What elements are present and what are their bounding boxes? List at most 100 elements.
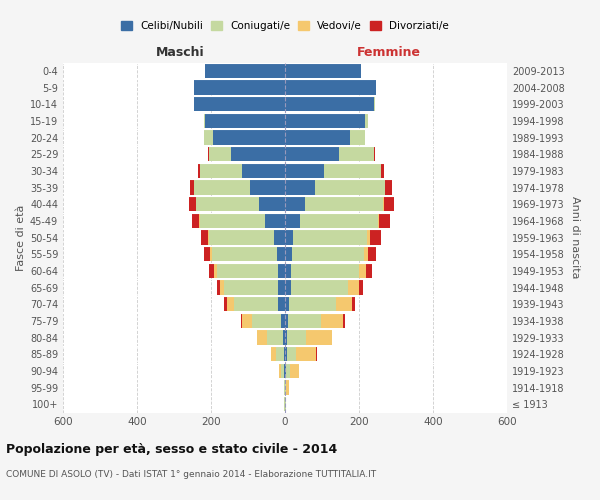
Bar	[314, 180, 385, 194]
Bar	[200, 230, 208, 244]
Bar	[379, 214, 391, 228]
Bar	[285, 230, 293, 244]
Bar	[290, 364, 299, 378]
Bar	[190, 180, 194, 194]
Bar	[224, 280, 278, 294]
Bar	[281, 314, 285, 328]
Bar	[194, 180, 250, 194]
Bar	[365, 114, 368, 128]
Bar	[364, 247, 368, 261]
Bar	[359, 264, 365, 278]
Bar	[203, 247, 210, 261]
Text: COMUNE DI ASOLO (TV) - Dati ISTAT 1° gennaio 2014 - Elaborazione TUTTITALIA.IT: COMUNE DI ASOLO (TV) - Dati ISTAT 1° gen…	[6, 470, 376, 479]
Bar	[287, 347, 296, 361]
Legend: Celibi/Nubili, Coniugati/e, Vedovi/e, Divorziati/e: Celibi/Nubili, Coniugati/e, Vedovi/e, Di…	[117, 17, 453, 36]
Bar	[208, 147, 209, 161]
Bar	[288, 314, 321, 328]
Bar	[306, 330, 332, 344]
Bar	[271, 347, 277, 361]
Bar	[285, 147, 338, 161]
Bar	[286, 364, 290, 378]
Bar	[367, 230, 370, 244]
Bar	[194, 80, 285, 94]
Bar	[283, 330, 285, 344]
Bar	[278, 280, 285, 294]
Bar	[286, 380, 289, 394]
Bar	[278, 264, 285, 278]
Bar	[359, 280, 362, 294]
Bar	[203, 114, 205, 128]
Bar	[274, 230, 285, 244]
Bar	[203, 130, 213, 144]
Bar	[292, 247, 364, 261]
Bar	[343, 314, 346, 328]
Bar	[284, 364, 285, 378]
Bar	[285, 130, 350, 144]
Bar	[242, 164, 285, 178]
Bar	[213, 130, 285, 144]
Bar	[280, 364, 281, 378]
Bar	[285, 314, 288, 328]
Bar	[205, 64, 285, 78]
Bar	[324, 164, 381, 178]
Bar	[277, 347, 284, 361]
Bar	[205, 114, 285, 128]
Bar	[285, 347, 287, 361]
Bar	[259, 197, 285, 211]
Bar	[293, 230, 367, 244]
Bar	[370, 230, 381, 244]
Bar	[296, 347, 316, 361]
Bar	[305, 197, 383, 211]
Bar	[321, 314, 343, 328]
Bar	[285, 330, 287, 344]
Bar	[285, 280, 290, 294]
Bar	[284, 347, 285, 361]
Bar	[192, 214, 199, 228]
Bar	[285, 264, 290, 278]
Bar	[300, 214, 377, 228]
Bar	[348, 280, 359, 294]
Bar	[285, 197, 305, 211]
Bar	[365, 264, 373, 278]
Bar	[338, 147, 374, 161]
Text: Popolazione per età, sesso e stato civile - 2014: Popolazione per età, sesso e stato civil…	[6, 442, 337, 456]
Bar	[285, 180, 314, 194]
Bar	[385, 180, 392, 194]
Bar	[198, 164, 200, 178]
Bar	[210, 247, 212, 261]
Bar	[281, 364, 284, 378]
Text: Femmine: Femmine	[358, 46, 421, 59]
Bar	[277, 247, 285, 261]
Bar	[200, 164, 242, 178]
Bar	[285, 214, 300, 228]
Bar	[266, 330, 283, 344]
Bar	[278, 297, 285, 311]
Bar	[209, 147, 232, 161]
Bar	[217, 280, 220, 294]
Bar	[252, 314, 281, 328]
Bar	[212, 247, 277, 261]
Bar	[335, 297, 352, 311]
Bar	[285, 80, 376, 94]
Bar	[290, 264, 359, 278]
Bar	[285, 114, 365, 128]
Bar	[209, 264, 214, 278]
Bar	[316, 347, 317, 361]
Bar	[368, 247, 376, 261]
Bar	[285, 364, 286, 378]
Bar	[383, 197, 384, 211]
Bar	[227, 297, 234, 311]
Bar	[352, 297, 355, 311]
Bar	[285, 97, 374, 112]
Y-axis label: Fasce di età: Fasce di età	[16, 204, 26, 270]
Bar	[265, 214, 285, 228]
Bar	[209, 230, 274, 244]
Bar	[381, 164, 384, 178]
Bar	[194, 97, 285, 112]
Bar	[242, 314, 252, 328]
Bar	[377, 214, 379, 228]
Bar	[241, 314, 242, 328]
Bar	[200, 214, 265, 228]
Bar	[250, 180, 285, 194]
Bar	[287, 330, 306, 344]
